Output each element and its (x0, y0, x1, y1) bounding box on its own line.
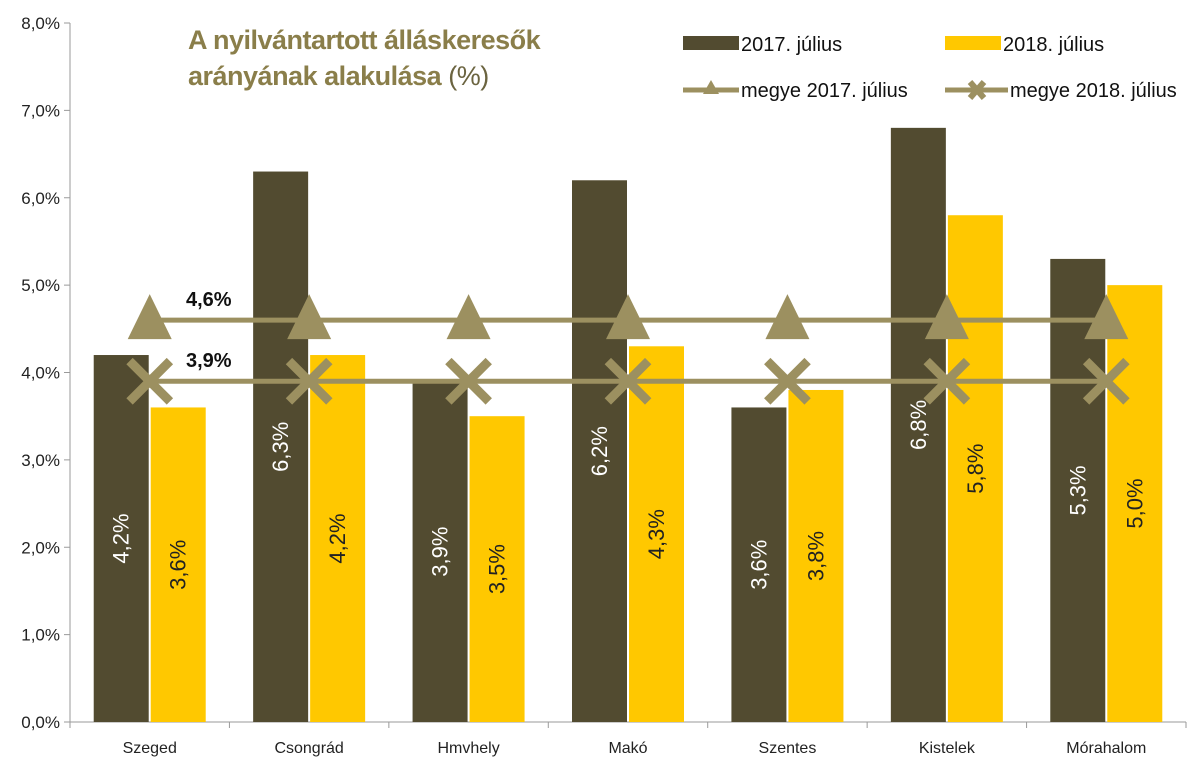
marker-triangle (127, 294, 172, 340)
data-label-2017: 6,8% (906, 400, 931, 450)
line-label-megye-2018: 3,9% (186, 350, 232, 372)
legend-swatch-2017 (683, 36, 739, 50)
marker-triangle (446, 294, 491, 340)
legend-label-2017: 2017. július (741, 34, 842, 56)
marker-x (285, 357, 333, 405)
legend-swatch-2018 (945, 36, 1001, 50)
y-tick-label: 0,0% (21, 713, 60, 732)
bar-2018 (629, 346, 684, 722)
data-label-2018: 4,2% (325, 513, 350, 563)
data-label-2018: 3,8% (803, 531, 828, 581)
bar-2017 (731, 407, 787, 722)
bar-2017 (253, 171, 309, 723)
bar-2018 (947, 215, 1003, 722)
x-tick-label: Hmvhely (437, 740, 499, 757)
chart-title-line2-text: arányának alakulása (188, 61, 442, 91)
bar-2017 (412, 381, 468, 722)
y-tick-label: 5,0% (21, 276, 60, 295)
marker-x (126, 357, 174, 405)
legend-marker-x (967, 80, 987, 100)
legend-label-megye-2017: megye 2017. július (741, 80, 908, 102)
marker-x (445, 357, 492, 405)
chart-title-unit: (%) (448, 61, 489, 91)
data-label-2017: 6,2% (587, 426, 612, 476)
y-tick-label: 6,0% (21, 189, 60, 208)
x-tick-label: Szeged (123, 740, 177, 757)
marker-x (764, 357, 811, 405)
line-label-megye-2017: 4,6% (186, 289, 232, 311)
x-tick-label: Szentes (759, 740, 817, 757)
bar-2018 (310, 355, 366, 722)
legend-marker-triangle (703, 80, 719, 94)
legend-label-2018: 2018. július (1003, 34, 1104, 56)
marker-x (604, 357, 652, 405)
data-label-2018: 5,0% (1122, 478, 1147, 528)
x-tick-label: Kistelek (919, 740, 976, 757)
marker-triangle (606, 294, 650, 340)
legend-label-megye-2018: megye 2018. július (1010, 80, 1177, 102)
bar-2018 (150, 407, 206, 722)
marker-x (923, 357, 971, 405)
data-label-2017: 3,6% (746, 540, 771, 590)
bar-2017 (890, 127, 946, 723)
bar-2017 (572, 180, 627, 722)
y-tick-label: 4,0% (21, 364, 60, 383)
bar-2018 (788, 389, 844, 722)
y-tick-label: 2,0% (21, 538, 60, 557)
x-tick-label: Csongrád (274, 740, 343, 757)
bar-2018 (1107, 285, 1163, 722)
bar-2017 (93, 355, 149, 722)
y-tick-label: 8,0% (21, 14, 60, 33)
data-label-2017: 4,2% (109, 513, 134, 563)
data-label-2017: 6,3% (268, 422, 293, 472)
bar-2018 (469, 416, 525, 722)
data-label-2018: 5,8% (963, 444, 988, 494)
data-label-2018: 3,5% (485, 544, 510, 594)
chart-title-line1: A nyilvántartott álláskeresők (188, 25, 541, 55)
marker-triangle (287, 294, 332, 340)
marker-triangle (1084, 294, 1129, 340)
data-label-2018: 4,3% (644, 509, 669, 559)
marker-triangle (924, 294, 969, 340)
data-label-2018: 3,6% (166, 540, 191, 590)
x-tick-label: Makó (608, 740, 647, 757)
x-tick-label: Mórahalom (1066, 740, 1146, 757)
y-tick-label: 3,0% (21, 451, 60, 470)
marker-x (1082, 357, 1130, 405)
chart-title-line2: arányának alakulása (%) (188, 58, 540, 94)
marker-triangle (765, 294, 810, 340)
y-tick-label: 7,0% (21, 101, 60, 120)
chart-title: A nyilvántartott álláskeresők arányának … (188, 22, 541, 94)
y-tick-label: 1,0% (21, 626, 60, 645)
data-label-2017: 5,3% (1065, 465, 1090, 515)
data-label-2017: 3,9% (428, 527, 453, 577)
